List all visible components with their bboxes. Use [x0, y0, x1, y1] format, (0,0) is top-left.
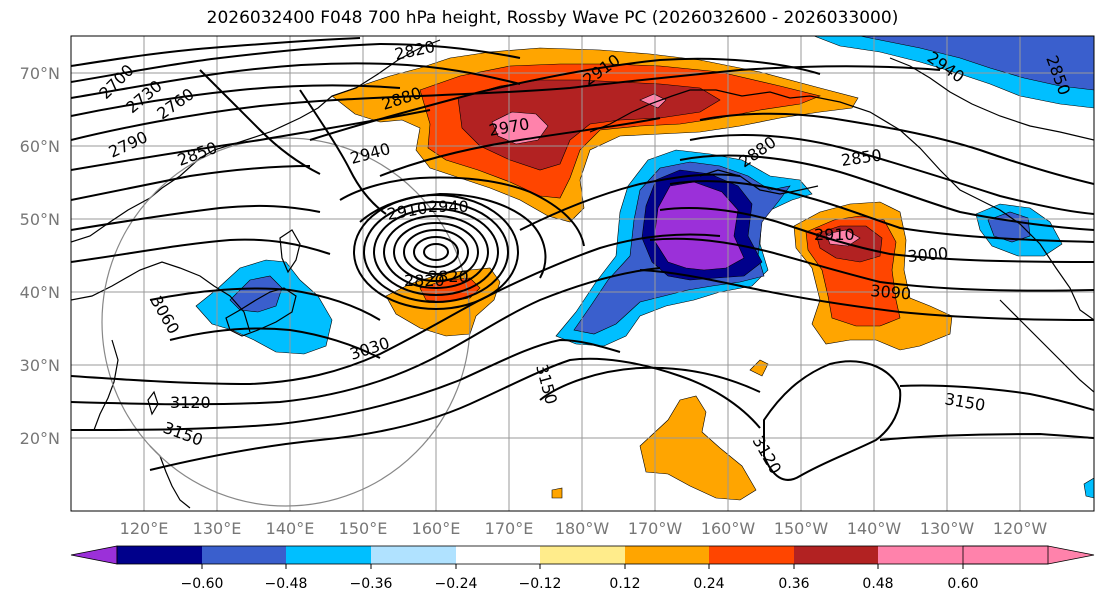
colorbar-tick-label: −0.24: [435, 576, 478, 592]
lat-label: 20°N: [20, 429, 60, 448]
lon-label: 130°E: [193, 519, 242, 538]
lat-label: 50°N: [20, 210, 60, 229]
colorbar-bin: [117, 546, 202, 564]
colorbar-tick-label: −0.36: [350, 576, 393, 592]
contour-label: 2940: [428, 197, 469, 216]
height-contours: [71, 37, 1094, 481]
lon-label: 140°E: [266, 519, 315, 538]
colorbar-ticks: [201, 564, 964, 569]
colorbar-tick-label: −0.48: [265, 576, 308, 592]
colorbar-tick-label: 0.24: [693, 576, 724, 592]
latitude-labels: 70°N 60°N 50°N 40°N 30°N 20°N: [20, 64, 60, 448]
lon-label: 160°E: [412, 519, 461, 538]
colorbar-tick-label: 0.48: [862, 576, 893, 592]
colorbar-bin: [371, 546, 456, 564]
contour-label: 2910: [814, 225, 855, 244]
colorbar-bin: [794, 546, 878, 564]
contour-label: 3120: [170, 393, 211, 412]
lon-label: 130°W: [920, 519, 975, 538]
colorbar-tick-labels: −0.60 −0.48 −0.36 −0.24 −0.12 0.12 0.24 …: [181, 576, 979, 592]
map-panel: 2700 2730 2760 2790 2820 2850 2880 2910 …: [71, 36, 1094, 511]
lon-label: 120°E: [120, 519, 169, 538]
lon-label: 180°W: [555, 519, 610, 538]
lon-label: 170°E: [485, 519, 534, 538]
lat-label: 40°N: [20, 283, 60, 302]
colorbar-frame: [116, 545, 1049, 565]
negative-anomaly-northeast: [813, 36, 1094, 499]
colorbar-min-arrow: [70, 545, 118, 565]
colorbar-tick-label: 0.36: [778, 576, 809, 592]
colorbar-tick-label: 0.60: [947, 576, 978, 592]
map-frame: [70, 35, 1095, 512]
longitude-labels: 120°E 130°E 140°E 150°E 160°E 170°E 180°…: [120, 519, 1048, 538]
lon-label: 150°E: [339, 519, 388, 538]
colorbar-bin: [286, 546, 371, 564]
colorbar-bin: [456, 546, 540, 564]
colorbar-tick-label: −0.60: [181, 576, 224, 592]
lat-label: 70°N: [20, 64, 60, 83]
contour-label: 3000: [907, 244, 949, 266]
contour-label: 2820: [428, 267, 469, 286]
colorbar-tick-label: −0.12: [519, 576, 562, 592]
colorbar-bin: [709, 546, 794, 564]
domain-circle: [101, 137, 471, 507]
colorbar-bin: [202, 546, 286, 564]
colorbar-bin: [625, 546, 709, 564]
low-pressure-center: [353, 194, 519, 310]
lon-label: 170°W: [628, 519, 683, 538]
lon-label: 140°W: [847, 519, 902, 538]
map-title: 2026032400 F048 700 hPa height, Rossby W…: [206, 8, 899, 28]
colorbar: −0.60 −0.48 −0.36 −0.24 −0.12 0.12 0.24 …: [70, 545, 1095, 592]
lon-label: 160°W: [701, 519, 756, 538]
negative-anomaly-central: [555, 149, 813, 347]
lon-label: 150°W: [774, 519, 829, 538]
lon-label: 120°W: [993, 519, 1048, 538]
colorbar-bin: [878, 546, 963, 564]
colorbar-bin: [540, 546, 625, 564]
contour-label: 3090: [870, 281, 912, 303]
colorbar-tick-label: 0.12: [609, 576, 640, 592]
lat-label: 60°N: [20, 137, 60, 156]
positive-anomaly-hawaii: [551, 359, 769, 501]
contour-label: 2820: [404, 271, 445, 290]
colorbar-max-arrow: [962, 545, 1095, 565]
lat-label: 30°N: [20, 356, 60, 375]
